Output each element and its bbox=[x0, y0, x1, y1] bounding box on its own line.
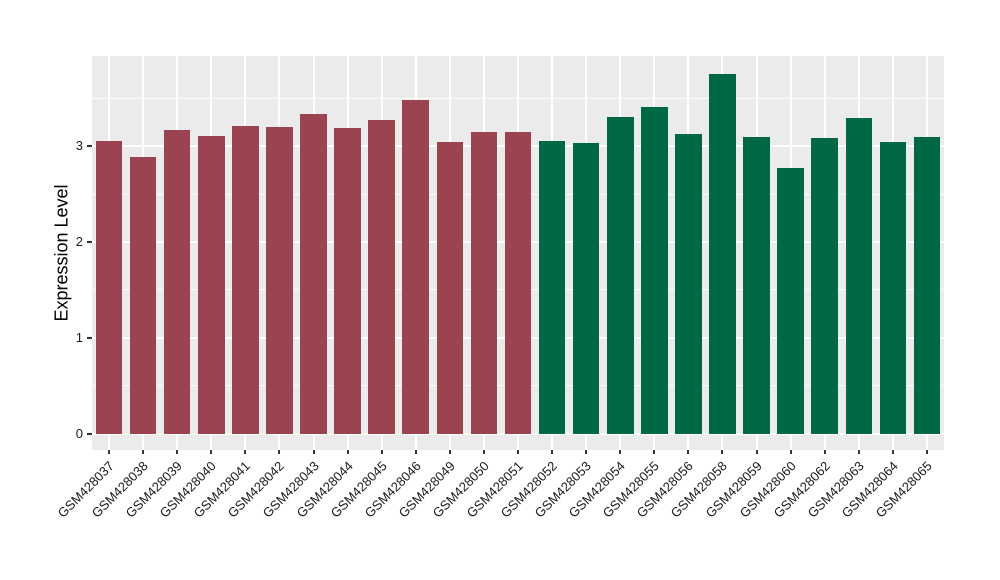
bar-GSM428060 bbox=[777, 168, 804, 434]
x-axis-tick bbox=[585, 450, 588, 454]
y-axis-tick bbox=[87, 432, 92, 435]
bar-GSM428053 bbox=[572, 143, 600, 434]
x-axis-tick bbox=[108, 450, 111, 454]
bar-GSM428040 bbox=[197, 135, 225, 434]
y-axis-tick-label: 3 bbox=[75, 138, 83, 154]
x-axis-tick bbox=[414, 450, 417, 454]
bar-GSM428051 bbox=[504, 131, 532, 434]
y-axis-tick bbox=[87, 240, 92, 243]
bar-GSM428054 bbox=[606, 117, 634, 434]
plot-panel bbox=[92, 56, 944, 450]
x-axis-tick bbox=[142, 450, 145, 454]
y-axis-tick bbox=[87, 336, 92, 339]
x-axis-tick bbox=[619, 450, 622, 454]
x-axis-tick bbox=[653, 450, 656, 454]
x-axis-tick bbox=[346, 450, 349, 454]
bar-GSM428062 bbox=[811, 138, 838, 434]
x-axis-tick bbox=[380, 450, 383, 454]
bar-GSM428039 bbox=[163, 129, 191, 434]
x-axis-tick bbox=[755, 450, 758, 454]
bar-GSM428037 bbox=[95, 141, 123, 434]
bar-GSM428059 bbox=[743, 136, 770, 434]
bar-GSM428058 bbox=[709, 74, 736, 434]
x-axis-tick bbox=[210, 450, 213, 454]
x-axis-tick bbox=[721, 450, 724, 454]
y-axis-title: Expression Level bbox=[51, 184, 72, 322]
x-axis-tick bbox=[244, 450, 247, 454]
bar-GSM428038 bbox=[129, 156, 157, 434]
bar-GSM428055 bbox=[641, 106, 668, 434]
x-axis-tick bbox=[823, 450, 826, 454]
bar-GSM428045 bbox=[368, 120, 395, 434]
bar-GSM428044 bbox=[334, 127, 361, 434]
bar-GSM428064 bbox=[879, 142, 907, 434]
x-axis-tick bbox=[789, 450, 792, 454]
x-axis-tick bbox=[448, 450, 451, 454]
x-axis-tick bbox=[687, 450, 690, 454]
bar-GSM428046 bbox=[402, 100, 430, 434]
x-axis-tick bbox=[312, 450, 315, 454]
x-axis-tick bbox=[857, 450, 860, 454]
bar-GSM428052 bbox=[538, 141, 566, 434]
bar-GSM428063 bbox=[845, 118, 873, 434]
x-axis-tick bbox=[551, 450, 554, 454]
x-axis-tick bbox=[176, 450, 179, 454]
x-axis-tick bbox=[517, 450, 519, 454]
y-axis-tick-label: 2 bbox=[75, 233, 83, 249]
bar-GSM428042 bbox=[266, 126, 293, 434]
y-axis-tick-label: 1 bbox=[75, 329, 83, 345]
y-axis-tick-label: 0 bbox=[75, 425, 83, 441]
x-axis-tick bbox=[925, 450, 928, 454]
bar-GSM428049 bbox=[436, 142, 464, 434]
bar-GSM428043 bbox=[300, 113, 327, 434]
x-axis-tick bbox=[482, 450, 485, 454]
bar-GSM428041 bbox=[232, 125, 259, 434]
bar-GSM428050 bbox=[470, 131, 498, 434]
x-axis-tick bbox=[891, 450, 894, 454]
y-axis-tick bbox=[87, 145, 92, 148]
x-axis-tick bbox=[278, 450, 281, 454]
bar-GSM428056 bbox=[675, 133, 702, 434]
bar-GSM428065 bbox=[913, 137, 941, 434]
